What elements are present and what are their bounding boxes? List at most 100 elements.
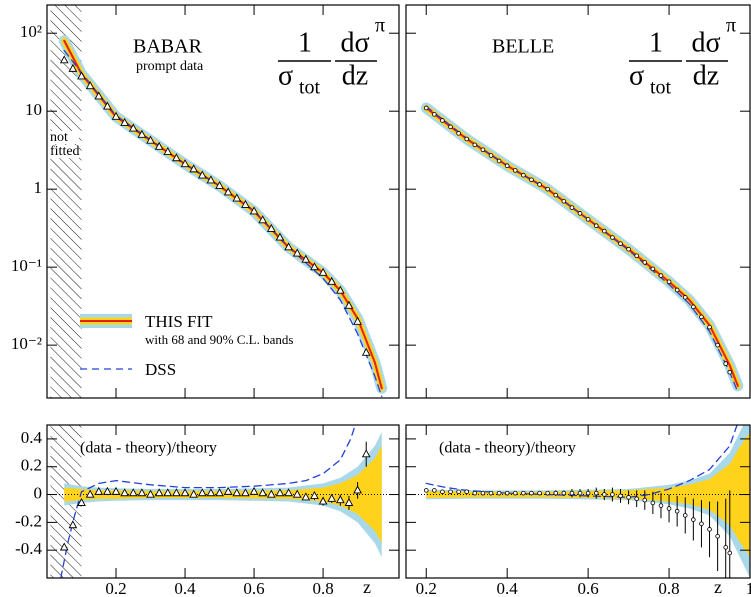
data-point bbox=[618, 493, 623, 499]
data-point bbox=[553, 490, 559, 496]
hatch-label: fitted bbox=[50, 144, 80, 159]
data-point bbox=[521, 490, 526, 496]
data-point bbox=[610, 492, 615, 497]
data-point bbox=[103, 486, 112, 495]
data-point bbox=[707, 324, 712, 330]
data-point bbox=[496, 490, 502, 496]
data-point bbox=[727, 550, 733, 556]
data-point bbox=[154, 488, 164, 497]
plot-background bbox=[47, 5, 399, 398]
data-point bbox=[318, 267, 328, 276]
data-point bbox=[59, 55, 69, 64]
data-point bbox=[172, 153, 181, 162]
data-point bbox=[626, 246, 631, 252]
data-point bbox=[715, 533, 720, 539]
data-point bbox=[585, 490, 591, 496]
data-point bbox=[85, 81, 95, 90]
x-tick-label: 0.8 bbox=[312, 579, 333, 597]
frame bbox=[46, 424, 400, 579]
data-point bbox=[111, 486, 121, 495]
data-point bbox=[266, 489, 276, 498]
panel-title: BELLE bbox=[492, 36, 554, 58]
data-point bbox=[163, 147, 173, 156]
data-point bbox=[618, 241, 623, 246]
frame bbox=[405, 4, 751, 399]
data-point bbox=[301, 492, 311, 501]
data-point bbox=[180, 159, 190, 168]
data-point bbox=[682, 295, 688, 300]
data-point bbox=[448, 489, 453, 495]
formula: tot bbox=[299, 77, 321, 99]
data-point bbox=[423, 488, 429, 493]
data-point bbox=[223, 486, 233, 495]
data-point bbox=[137, 488, 147, 497]
data-point bbox=[585, 217, 591, 222]
plot-area bbox=[406, 5, 750, 398]
data-point bbox=[707, 527, 712, 532]
data-point bbox=[727, 369, 733, 375]
data-point bbox=[440, 118, 445, 123]
data-point bbox=[120, 117, 130, 126]
frame bbox=[46, 4, 400, 399]
legend-note: with 68 and 90% C.L. bands bbox=[145, 332, 293, 347]
data-point bbox=[642, 497, 648, 503]
data-point bbox=[642, 260, 648, 265]
data-point bbox=[691, 517, 696, 522]
data-point bbox=[232, 193, 242, 202]
dss-line bbox=[60, 425, 356, 578]
x-axis-label: z bbox=[714, 577, 722, 597]
y-tick-label: 10⁻¹ bbox=[11, 256, 42, 275]
data-point bbox=[335, 495, 345, 504]
data-point bbox=[456, 489, 461, 495]
data-point bbox=[361, 449, 371, 458]
data-point bbox=[464, 489, 470, 495]
y-tick-label: 10⁻² bbox=[11, 334, 42, 353]
plot-area bbox=[47, 425, 399, 578]
formula: dz bbox=[693, 60, 719, 91]
plot-background bbox=[406, 5, 750, 398]
dss-line bbox=[63, 49, 383, 398]
data-point bbox=[232, 488, 242, 497]
y-tick-label: 0 bbox=[34, 483, 43, 502]
panel-title: BABAR bbox=[133, 36, 203, 58]
data-point bbox=[456, 131, 461, 136]
formula: σ bbox=[629, 60, 644, 91]
formula: dσ bbox=[691, 27, 720, 58]
data-point bbox=[691, 304, 696, 310]
data-point bbox=[472, 490, 478, 496]
data-point bbox=[301, 254, 311, 263]
data-point bbox=[163, 488, 173, 497]
data-point bbox=[344, 300, 354, 309]
data-point bbox=[361, 347, 371, 356]
data-point bbox=[154, 141, 164, 150]
data-point bbox=[569, 490, 575, 496]
y-tick-label: 10 bbox=[25, 100, 42, 119]
y-tick-label: 10² bbox=[20, 22, 42, 41]
data-point bbox=[103, 101, 112, 110]
data-point bbox=[146, 135, 155, 144]
data-point bbox=[488, 490, 494, 496]
data-point bbox=[529, 177, 534, 183]
x-axis-label: z bbox=[363, 577, 371, 597]
data-point bbox=[569, 205, 575, 210]
data-point bbox=[666, 506, 672, 511]
data-point bbox=[496, 158, 502, 164]
data-point bbox=[666, 279, 672, 285]
data-point bbox=[344, 497, 354, 506]
data-point bbox=[120, 488, 130, 497]
x-tick-label: 0.6 bbox=[577, 579, 598, 597]
data-point bbox=[292, 489, 302, 498]
data-point bbox=[249, 206, 259, 215]
data-point bbox=[206, 175, 216, 184]
data-point bbox=[602, 228, 607, 234]
data-point bbox=[537, 182, 542, 187]
formula: dz bbox=[342, 60, 368, 91]
data-point bbox=[480, 490, 486, 496]
data-point bbox=[472, 142, 478, 148]
data-point bbox=[318, 496, 328, 505]
x-tick-label: 0.8 bbox=[658, 579, 679, 597]
x-tick-label: 0.4 bbox=[497, 579, 519, 597]
data-point bbox=[658, 273, 664, 278]
formula: π bbox=[726, 15, 736, 37]
formula: dσ bbox=[340, 27, 369, 58]
